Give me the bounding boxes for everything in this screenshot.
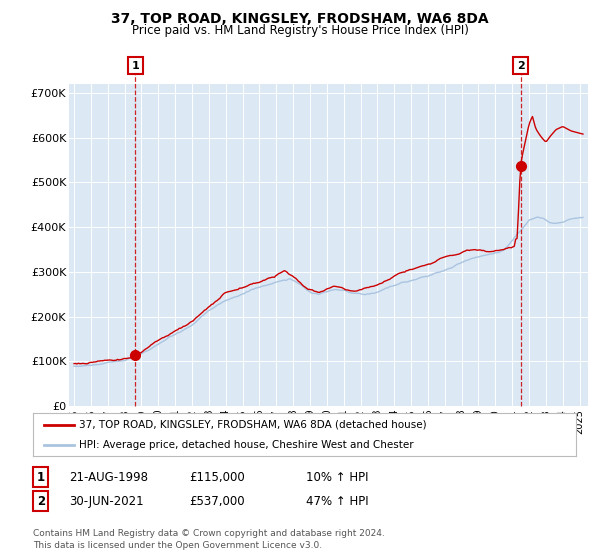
Text: 37, TOP ROAD, KINGSLEY, FRODSHAM, WA6 8DA (detached house): 37, TOP ROAD, KINGSLEY, FRODSHAM, WA6 8D… bbox=[79, 420, 427, 430]
Text: Price paid vs. HM Land Registry's House Price Index (HPI): Price paid vs. HM Land Registry's House … bbox=[131, 24, 469, 36]
Text: HPI: Average price, detached house, Cheshire West and Chester: HPI: Average price, detached house, Ches… bbox=[79, 440, 414, 450]
Text: 47% ↑ HPI: 47% ↑ HPI bbox=[306, 494, 368, 508]
Text: 37, TOP ROAD, KINGSLEY, FRODSHAM, WA6 8DA: 37, TOP ROAD, KINGSLEY, FRODSHAM, WA6 8D… bbox=[111, 12, 489, 26]
Text: Contains HM Land Registry data © Crown copyright and database right 2024.: Contains HM Land Registry data © Crown c… bbox=[33, 529, 385, 538]
Text: 1: 1 bbox=[37, 470, 45, 484]
Text: This data is licensed under the Open Government Licence v3.0.: This data is licensed under the Open Gov… bbox=[33, 542, 322, 550]
Text: 10% ↑ HPI: 10% ↑ HPI bbox=[306, 470, 368, 484]
Text: 2: 2 bbox=[37, 494, 45, 508]
Text: 21-AUG-1998: 21-AUG-1998 bbox=[69, 470, 148, 484]
Text: £115,000: £115,000 bbox=[189, 470, 245, 484]
Text: £537,000: £537,000 bbox=[189, 494, 245, 508]
Text: 1: 1 bbox=[131, 60, 139, 71]
Text: 2: 2 bbox=[517, 60, 524, 71]
Text: 30-JUN-2021: 30-JUN-2021 bbox=[69, 494, 143, 508]
